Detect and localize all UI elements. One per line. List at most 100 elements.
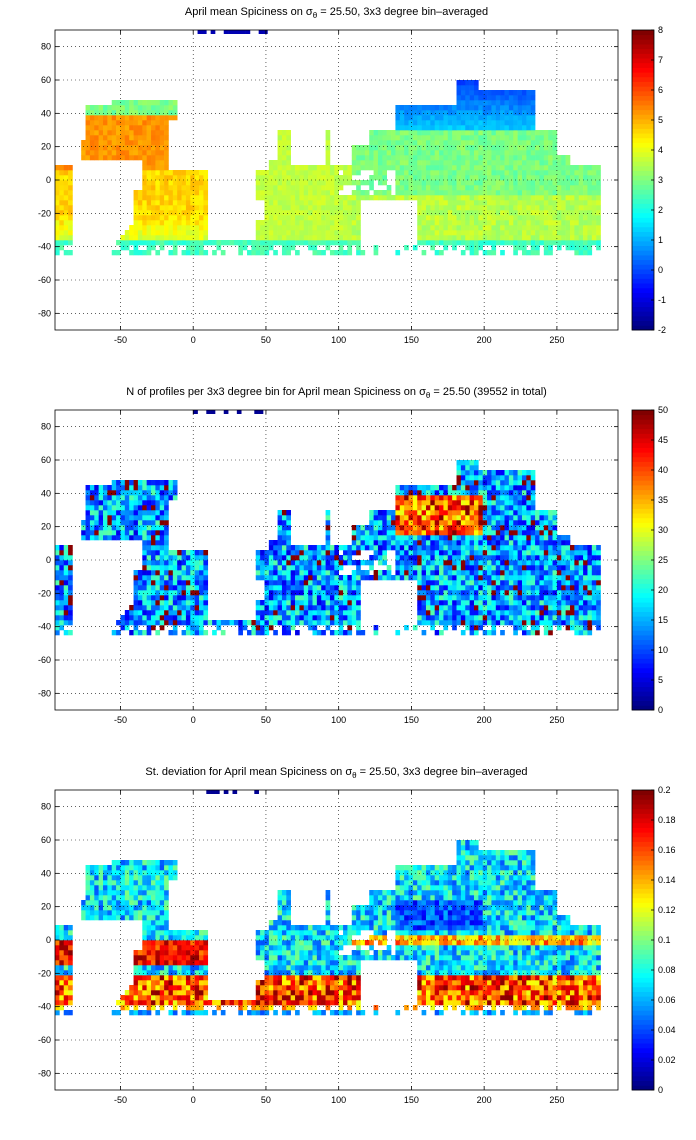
heat-cell xyxy=(129,500,134,506)
heat-cell xyxy=(325,155,331,161)
heat-cell xyxy=(430,115,435,121)
heat-cell xyxy=(181,240,187,246)
heat-cell xyxy=(434,515,440,521)
heat-cell xyxy=(548,200,553,206)
heat-cell xyxy=(155,505,161,511)
heat-cell xyxy=(155,535,161,541)
heat-cell xyxy=(159,180,165,186)
heat-cell xyxy=(478,480,483,486)
heat-cell xyxy=(504,535,510,541)
heat-cell xyxy=(63,200,69,206)
heat-cell xyxy=(443,555,449,561)
heat-cell xyxy=(478,210,483,216)
heat-cell xyxy=(247,240,252,246)
heat-cell xyxy=(583,560,588,566)
heat-cell xyxy=(596,205,601,211)
heat-cell xyxy=(364,545,370,551)
heat-cell xyxy=(308,555,313,561)
heat-cell xyxy=(513,150,518,156)
heat-cell xyxy=(312,590,318,596)
heat-cell xyxy=(177,215,182,221)
heat-cell xyxy=(404,510,409,516)
heat-cell xyxy=(495,555,501,561)
heat-cell xyxy=(456,80,462,86)
heat-cell xyxy=(404,570,409,576)
heat-cell xyxy=(98,135,104,141)
heat-cell xyxy=(63,235,69,241)
heat-cell xyxy=(281,520,287,526)
heat-cell xyxy=(447,175,453,181)
heat-cell xyxy=(469,615,475,621)
heat-cell xyxy=(268,210,274,216)
heat-cell xyxy=(425,115,431,121)
heat-cell xyxy=(308,550,313,556)
heat-cell xyxy=(596,190,601,196)
heat-cell xyxy=(521,230,527,236)
heat-cell xyxy=(491,150,497,156)
heat-cell xyxy=(190,600,195,606)
heat-cell xyxy=(120,100,126,106)
heat-cell xyxy=(286,535,291,541)
heat-cell xyxy=(552,190,558,196)
heat-cell xyxy=(295,630,300,636)
heat-cell xyxy=(465,210,470,216)
colorbar-tick-label: 3 xyxy=(658,175,663,185)
heat-cell xyxy=(565,590,571,596)
heat-cell xyxy=(172,225,178,231)
heat-cell xyxy=(142,135,147,141)
heat-cell xyxy=(552,130,558,136)
heat-cell xyxy=(517,120,523,126)
heat-cell xyxy=(286,205,291,211)
heat-cell xyxy=(452,525,457,531)
heat-cell xyxy=(565,160,571,166)
heat-cell xyxy=(360,250,366,256)
colorbar-segment xyxy=(632,194,654,200)
heat-cell xyxy=(412,175,418,181)
heat-cell xyxy=(194,170,200,176)
heat-cell xyxy=(504,470,510,476)
heat-cell xyxy=(129,235,134,241)
heat-cell xyxy=(552,170,558,176)
heat-cell xyxy=(569,205,575,211)
heat-cell xyxy=(425,130,431,136)
heat-cell xyxy=(513,185,518,191)
y-tick-label: -60 xyxy=(38,275,51,285)
heat-cell xyxy=(504,220,510,226)
heat-cell xyxy=(473,140,479,146)
heat-cell xyxy=(587,170,593,176)
heat-cell xyxy=(521,100,527,106)
heat-cell xyxy=(500,515,505,521)
heat-cell xyxy=(386,565,392,571)
heat-cell xyxy=(255,175,261,181)
heat-cell xyxy=(264,615,270,621)
heat-cell xyxy=(129,140,134,146)
heat-cell xyxy=(443,220,449,226)
heat-cell xyxy=(146,590,152,596)
heat-cell xyxy=(469,625,475,631)
heat-cell xyxy=(382,145,387,151)
heat-cell xyxy=(199,585,204,591)
heat-cell xyxy=(583,620,588,626)
heat-cell xyxy=(264,185,270,191)
heat-cell xyxy=(347,240,353,246)
heat-cell xyxy=(465,535,470,541)
heat-cell xyxy=(548,145,553,151)
heat-cell xyxy=(465,220,470,226)
heat-cell xyxy=(460,600,466,606)
heat-cell xyxy=(277,200,283,206)
heat-cell xyxy=(68,180,73,186)
heat-cell xyxy=(129,240,134,246)
heat-cell xyxy=(334,170,339,176)
heat-cell xyxy=(107,510,113,516)
heat-cell xyxy=(268,590,274,596)
heat-cell xyxy=(430,175,435,181)
heat-cell xyxy=(199,600,204,606)
heat-cell xyxy=(521,490,527,496)
heat-cell xyxy=(146,195,152,201)
heat-cell xyxy=(434,235,440,241)
heat-cell xyxy=(513,215,518,221)
heat-cell xyxy=(146,545,152,551)
heat-cell xyxy=(181,180,187,186)
heat-cell xyxy=(535,145,540,151)
heat-cell xyxy=(164,620,169,626)
